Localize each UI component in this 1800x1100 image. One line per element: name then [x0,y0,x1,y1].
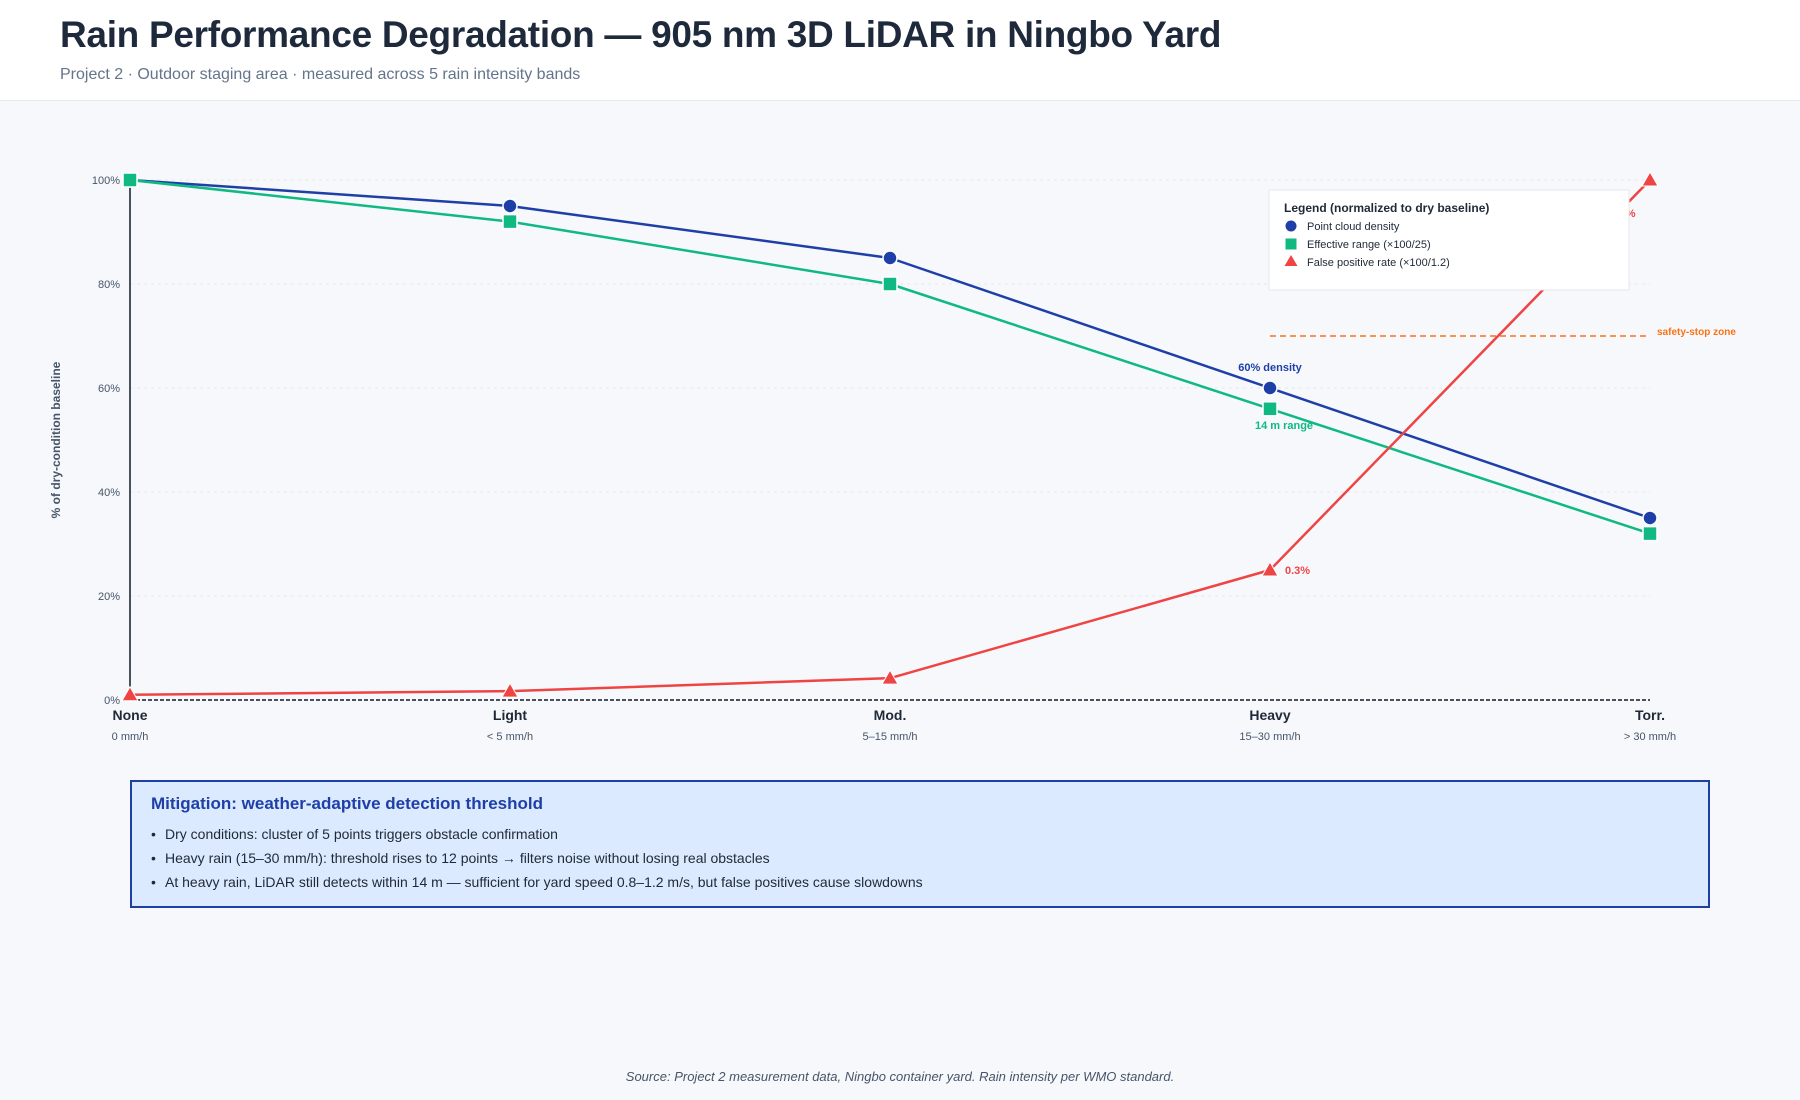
legend-marker [1285,220,1297,232]
y-tick-label: 60% [98,383,120,395]
mitigation-title: Mitigation: weather-adaptive detection t… [151,794,543,813]
legend-entry: False positive rate (×100/1.2) [1284,255,1450,269]
legend-marker [1285,238,1297,250]
mitigation-item-text: At heavy rain, LiDAR still detects withi… [165,874,923,890]
data-point [501,682,519,698]
reference-line-layer: safety-stop zone [1270,327,1736,338]
x-category-label: Mod. [874,707,907,723]
legend-label: Point cloud density [1307,221,1400,233]
y-tick-label: 100% [92,175,120,187]
x-category-label: None [113,707,148,723]
y-tick-label: 20% [98,591,120,603]
x-category-sublabel: 5–15 mm/h [862,731,917,743]
bullet-icon: • [151,850,156,866]
page-subtitle: Project 2 · Outdoor staging area · measu… [60,66,581,83]
data-point [1641,170,1659,187]
data-point [882,250,898,266]
legend-box [1268,189,1630,291]
data-label: 0.3% [1285,565,1310,577]
grid-layer [130,179,1650,597]
rain-degradation-chart: safety-stop zone 0% 20% 40% 60% 80% 100% % of … [49,170,1736,743]
data-label: 14 m range [1255,420,1313,432]
data-point [502,198,518,214]
series-2 [121,170,1659,702]
legend-marker [1284,255,1298,266]
mitigation-callout: Mitigation: weather-adaptive detection t… [130,780,1710,908]
data-point [882,276,898,292]
data-point [1642,510,1658,526]
legend-title: Legend (normalized to dry baseline) [1284,201,1489,215]
legend: Legend (normalized to dry baseline) Poin… [1268,189,1630,291]
axis-layer: 0% 20% 40% 60% 80% 100% % of dry-condition bas… [49,175,1676,743]
bullet-icon: • [151,874,156,890]
data-point [881,669,899,685]
safety-stop-label: safety-stop zone [1657,327,1736,338]
mitigation-item-text: Heavy rain (15–30 mm/h): threshold rises… [165,850,770,866]
x-category-sublabel: < 5 mm/h [487,731,533,743]
mitigation-item: • At heavy rain, LiDAR still detects with… [151,874,923,890]
x-category-label: Heavy [1249,707,1290,723]
legend-label: Effective range (×100/25) [1307,239,1431,251]
data-point [122,172,138,188]
page-title: Rain Performance Degradation — 905 nm 3D… [60,14,1222,55]
legend-label: False positive rate (×100/1.2) [1307,257,1450,269]
mitigation-item-text: Dry conditions: cluster of 5 points trig… [165,826,558,842]
x-category-label: Light [493,707,528,723]
x-category-sublabel: 15–30 mm/h [1239,731,1300,743]
data-label: 60% density [1238,362,1302,374]
series-1 [122,172,1658,542]
source-note: Source: Project 2 measurement data, Ning… [625,1069,1175,1084]
data-point [1261,560,1279,577]
data-point [1642,525,1658,542]
y-tick-label: 0% [104,695,120,707]
data-point [121,685,139,702]
series-0 [122,172,1658,526]
series-layer [121,170,1659,702]
data-point [502,213,518,230]
y-tick-label: 40% [98,487,120,499]
y-axis-label: % of dry-condition baseline [49,361,63,518]
y-tick-label: 80% [98,279,120,291]
mitigation-item: • Heavy rain (15–30 mm/h): threshold rise… [151,850,770,866]
legend-entry: Point cloud density [1285,220,1400,233]
x-category-label: Torr. [1635,707,1665,723]
data-point [1262,380,1278,396]
data-point [1262,401,1278,417]
bullet-icon: • [151,826,156,842]
x-category-sublabel: 0 mm/h [112,731,149,743]
page-header: Rain Performance Degradation — 905 nm 3D… [0,0,1800,101]
legend-entry: Effective range (×100/25) [1285,238,1431,251]
x-category-sublabel: > 30 mm/h [1624,731,1676,743]
mitigation-item: • Dry conditions: cluster of 5 points tri… [151,826,558,842]
